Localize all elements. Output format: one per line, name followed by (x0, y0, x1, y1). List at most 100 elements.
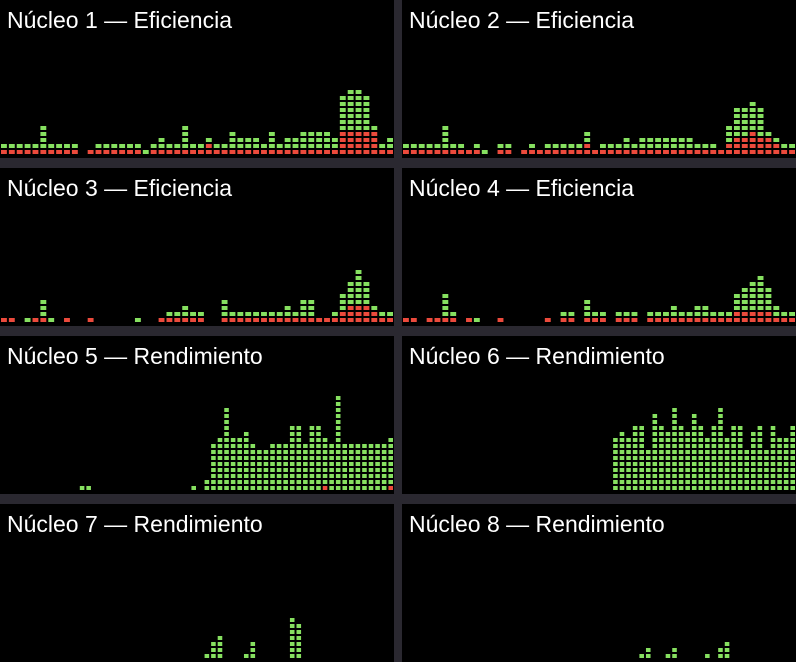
user-load-cell (363, 108, 370, 112)
user-load-cell (647, 138, 654, 142)
user-load-cell (705, 456, 710, 460)
user-load-cell (631, 144, 638, 148)
user-load-cell (204, 480, 210, 484)
system-load-cell (245, 150, 252, 154)
core-5-sample-column (243, 432, 249, 490)
system-load-cell (434, 318, 441, 322)
user-load-cell (481, 150, 488, 154)
user-load-cell (270, 480, 275, 484)
user-load-cell (355, 102, 362, 106)
user-load-cell (368, 450, 374, 454)
user-load-cell (659, 480, 664, 484)
user-load-cell (698, 450, 704, 454)
user-load-cell (296, 630, 302, 634)
user-load-cell (749, 120, 756, 124)
user-load-cell (355, 300, 362, 304)
system-load-cell (134, 150, 141, 154)
user-load-cell (296, 624, 302, 628)
user-load-cell (733, 126, 740, 130)
core-3-sample-column (387, 312, 393, 322)
core-4-sample-column (410, 318, 417, 322)
user-load-cell (698, 444, 704, 448)
user-load-cell (659, 474, 664, 478)
user-load-cell (296, 654, 302, 658)
user-load-cell (790, 486, 795, 490)
user-load-cell (329, 480, 334, 484)
system-load-cell (237, 318, 244, 322)
core-1-sample-column (190, 144, 196, 154)
system-load-cell (64, 318, 70, 322)
system-load-cell (466, 318, 472, 322)
core-3-sample-column (347, 282, 354, 322)
user-load-cell (790, 462, 795, 466)
user-load-cell (685, 444, 690, 448)
user-load-cell (40, 138, 47, 142)
user-load-cell (217, 480, 223, 484)
user-load-cell (250, 444, 256, 448)
core-4-sample-column (726, 312, 732, 322)
user-load-cell (731, 432, 736, 436)
user-load-cell (718, 420, 723, 424)
system-load-cell (292, 318, 299, 322)
user-load-cell (316, 456, 321, 460)
core-1-sample-column (32, 144, 39, 154)
user-load-cell (388, 456, 393, 460)
user-load-cell (371, 306, 378, 310)
user-load-cell (347, 102, 354, 106)
user-load-cell (665, 486, 671, 490)
core-5-sample-column (217, 438, 223, 490)
user-load-cell (705, 438, 710, 442)
core-3-sample-column (190, 312, 196, 322)
user-load-cell (347, 108, 354, 112)
user-load-cell (737, 480, 743, 484)
core-4-sample-column (584, 300, 591, 322)
user-load-cell (764, 468, 769, 472)
system-load-cell (229, 318, 236, 322)
system-load-cell (48, 150, 55, 154)
user-load-cell (322, 480, 328, 484)
system-load-cell (268, 150, 275, 154)
user-load-cell (211, 450, 216, 454)
system-load-cell (726, 144, 732, 148)
system-load-cell (442, 318, 449, 322)
user-load-cell (316, 474, 321, 478)
core-5-sample-column (309, 426, 315, 490)
core-3-sample-column (245, 312, 252, 322)
user-load-cell (289, 456, 295, 460)
core-2-sample-column (544, 144, 551, 154)
user-load-cell (442, 300, 449, 304)
user-load-cell (205, 138, 212, 142)
user-load-cell (639, 144, 646, 148)
user-load-cell (632, 432, 638, 436)
user-load-cell (362, 486, 367, 490)
user-load-cell (342, 468, 348, 472)
system-load-cell (418, 150, 425, 154)
core-1-panel: Núcleo 1 — Eficiencia (0, 0, 394, 158)
system-load-cell (631, 150, 638, 154)
core-1-sample-column (142, 150, 149, 154)
core-5-sample-column (296, 426, 302, 490)
system-load-cell (371, 312, 378, 316)
user-load-cell (86, 486, 91, 490)
system-load-cell (403, 318, 409, 322)
core-5-sample-column (362, 444, 367, 490)
user-load-cell (757, 474, 763, 478)
user-load-cell (652, 468, 658, 472)
core-4-sample-column (678, 312, 685, 322)
user-load-cell (230, 474, 236, 478)
system-load-cell (221, 150, 228, 154)
user-load-cell (224, 456, 229, 460)
user-load-cell (718, 408, 723, 412)
user-load-cell (339, 300, 346, 304)
user-load-cell (283, 444, 288, 448)
user-load-cell (308, 300, 315, 304)
core-4-sample-column (434, 318, 441, 322)
user-load-cell (263, 462, 269, 466)
user-load-cell (250, 642, 256, 646)
system-load-cell (1, 150, 7, 154)
system-load-cell (308, 150, 315, 154)
user-load-cell (724, 474, 730, 478)
user-load-cell (450, 312, 457, 316)
system-load-cell (87, 318, 94, 322)
user-load-cell (48, 318, 55, 322)
